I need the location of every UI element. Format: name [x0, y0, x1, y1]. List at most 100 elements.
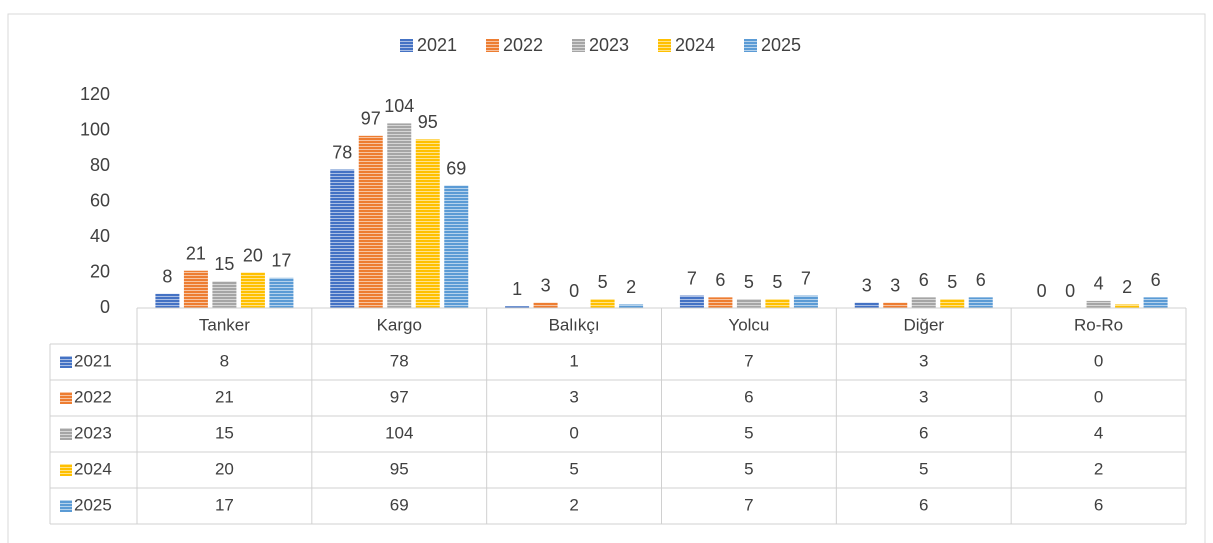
bar [387, 123, 412, 309]
table-cell: 3 [919, 351, 928, 370]
bar [883, 302, 908, 308]
bar [444, 185, 469, 308]
y-tick-label: 120 [80, 84, 110, 104]
table-cell: 6 [744, 387, 753, 406]
bar [968, 297, 993, 308]
table-row-label: 2025 [74, 495, 112, 514]
chart-frame [7, 13, 1206, 543]
table-cell: 78 [390, 351, 409, 370]
legend-label: 2022 [503, 35, 543, 55]
bar [1115, 304, 1140, 308]
y-tick-label: 100 [80, 119, 110, 139]
table-cell: 104 [385, 423, 413, 442]
bar [1143, 297, 1168, 308]
legend-key [400, 39, 413, 52]
table-row-label: 2022 [74, 387, 112, 406]
bar [590, 299, 615, 308]
data-label: 95 [418, 112, 438, 132]
legend-key [744, 39, 757, 52]
table-row-label: 2021 [74, 351, 112, 370]
bar [1086, 300, 1111, 308]
table-cell: 5 [569, 459, 578, 478]
table-cell: 17 [215, 495, 234, 514]
data-label: 5 [744, 272, 754, 292]
table-cell: 15 [215, 423, 234, 442]
legend-label: 2023 [589, 35, 629, 55]
data-label: 3 [890, 275, 900, 295]
table-cell: 2 [569, 495, 578, 514]
bar [330, 169, 355, 308]
table-legend-key [60, 392, 72, 404]
table-cell: 21 [215, 387, 234, 406]
bar [240, 272, 265, 308]
table-cell: 6 [919, 423, 928, 442]
data-label: 2 [1122, 277, 1132, 297]
x-tick-label: Balıkçı [549, 315, 600, 334]
bar [533, 302, 558, 308]
data-label: 6 [919, 270, 929, 290]
legend-key [572, 39, 585, 52]
table-cell: 0 [1094, 387, 1103, 406]
bar [736, 299, 761, 308]
table-cell: 2 [1094, 459, 1103, 478]
table-cell: 4 [1094, 423, 1103, 442]
bar [765, 299, 790, 308]
data-label: 97 [361, 109, 381, 129]
legend-key [486, 39, 499, 52]
table-cell: 7 [744, 495, 753, 514]
data-label: 6 [976, 270, 986, 290]
legend-label: 2021 [417, 35, 457, 55]
bar [183, 270, 208, 308]
table-cell: 69 [390, 495, 409, 514]
legend-label: 2025 [761, 35, 801, 55]
y-tick-label: 80 [90, 155, 110, 175]
data-label: 5 [947, 272, 957, 292]
table-cell: 20 [215, 459, 234, 478]
data-label: 7 [801, 268, 811, 288]
bar [269, 277, 294, 308]
data-label: 6 [1151, 270, 1161, 290]
bar [505, 306, 530, 308]
bar [155, 293, 180, 308]
data-label: 7 [687, 268, 697, 288]
y-tick-label: 40 [90, 226, 110, 246]
bar [358, 135, 383, 308]
data-label: 0 [1065, 281, 1075, 301]
bar [854, 302, 879, 308]
data-label: 5 [598, 272, 608, 292]
table-legend-key [60, 356, 72, 368]
data-label: 20 [243, 245, 263, 265]
table-cell: 6 [919, 495, 928, 514]
bar [212, 281, 237, 308]
data-label: 4 [1094, 274, 1104, 294]
bar [940, 299, 965, 308]
data-label: 69 [446, 158, 466, 178]
bar [415, 139, 440, 308]
table-cell: 3 [919, 387, 928, 406]
table-cell: 7 [744, 351, 753, 370]
x-tick-label: Yolcu [728, 315, 769, 334]
table-cell: 5 [744, 423, 753, 442]
data-label: 3 [541, 275, 551, 295]
x-tick-label: Diğer [903, 315, 944, 334]
data-label: 17 [271, 251, 291, 271]
table-cell: 0 [1094, 351, 1103, 370]
table-legend-key [60, 464, 72, 476]
data-label: 8 [162, 267, 172, 287]
legend-key [658, 39, 671, 52]
bar [619, 304, 644, 308]
table-cell: 5 [744, 459, 753, 478]
table-cell: 3 [569, 387, 578, 406]
data-label: 15 [214, 254, 234, 274]
data-label: 0 [1037, 281, 1047, 301]
legend-label: 2024 [675, 35, 715, 55]
table-cell: 97 [390, 387, 409, 406]
y-tick-label: 60 [90, 190, 110, 210]
x-tick-label: Kargo [377, 315, 422, 334]
bar [911, 297, 936, 308]
data-label: 5 [772, 272, 782, 292]
data-label: 6 [715, 270, 725, 290]
data-label: 2 [626, 277, 636, 297]
data-label: 1 [512, 279, 522, 299]
